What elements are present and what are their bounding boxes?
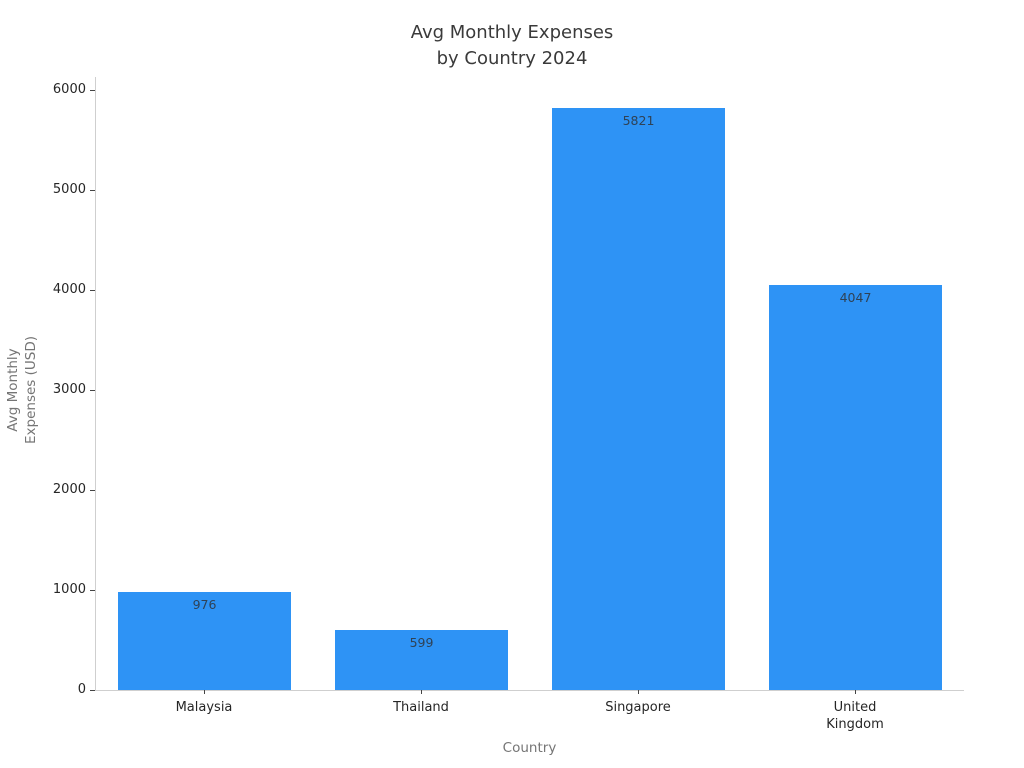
x-tick-mark (638, 690, 639, 694)
y-tick-label: 6000 (52, 82, 86, 97)
y-tick-label: 5000 (52, 182, 86, 197)
bar-singapore: 5821 (552, 108, 725, 690)
y-tick-mark (90, 490, 95, 491)
y-tick-mark (90, 290, 95, 291)
y-tick-label: 1000 (52, 582, 86, 597)
x-tick-mark (855, 690, 856, 694)
x-tick-label: Malaysia (175, 700, 233, 715)
y-tick-mark (90, 690, 95, 691)
y-tick-label: 3000 (52, 382, 86, 397)
x-axis-line (95, 690, 964, 691)
y-tick-mark (90, 190, 95, 191)
bar-thailand: 599 (335, 630, 508, 690)
x-tick-mark (421, 690, 422, 694)
y-tick-label: 4000 (52, 282, 86, 297)
chart-title: Avg Monthly Expenses by Country 2024 (410, 22, 614, 69)
y-tick-label: 0 (77, 682, 86, 697)
y-tick-mark (90, 390, 95, 391)
bar-united-kingdom: 4047 (769, 285, 942, 690)
y-tick-mark (90, 90, 95, 91)
y-tick-mark (90, 590, 95, 591)
bar-value-label: 5821 (622, 113, 655, 128)
bar-value-label: 599 (409, 635, 434, 650)
y-axis-line (95, 77, 96, 691)
bar-value-label: 976 (192, 597, 217, 612)
y-tick-label: 2000 (52, 482, 86, 497)
x-axis-title: Country (502, 740, 557, 756)
bar-malaysia: 976 (118, 592, 291, 690)
x-tick-label: Thailand (393, 700, 449, 715)
x-tick-label: United Kingdom (826, 700, 884, 732)
x-tick-mark (204, 690, 205, 694)
x-tick-label: Singapore (605, 700, 671, 715)
bar-value-label: 4047 (839, 290, 872, 305)
